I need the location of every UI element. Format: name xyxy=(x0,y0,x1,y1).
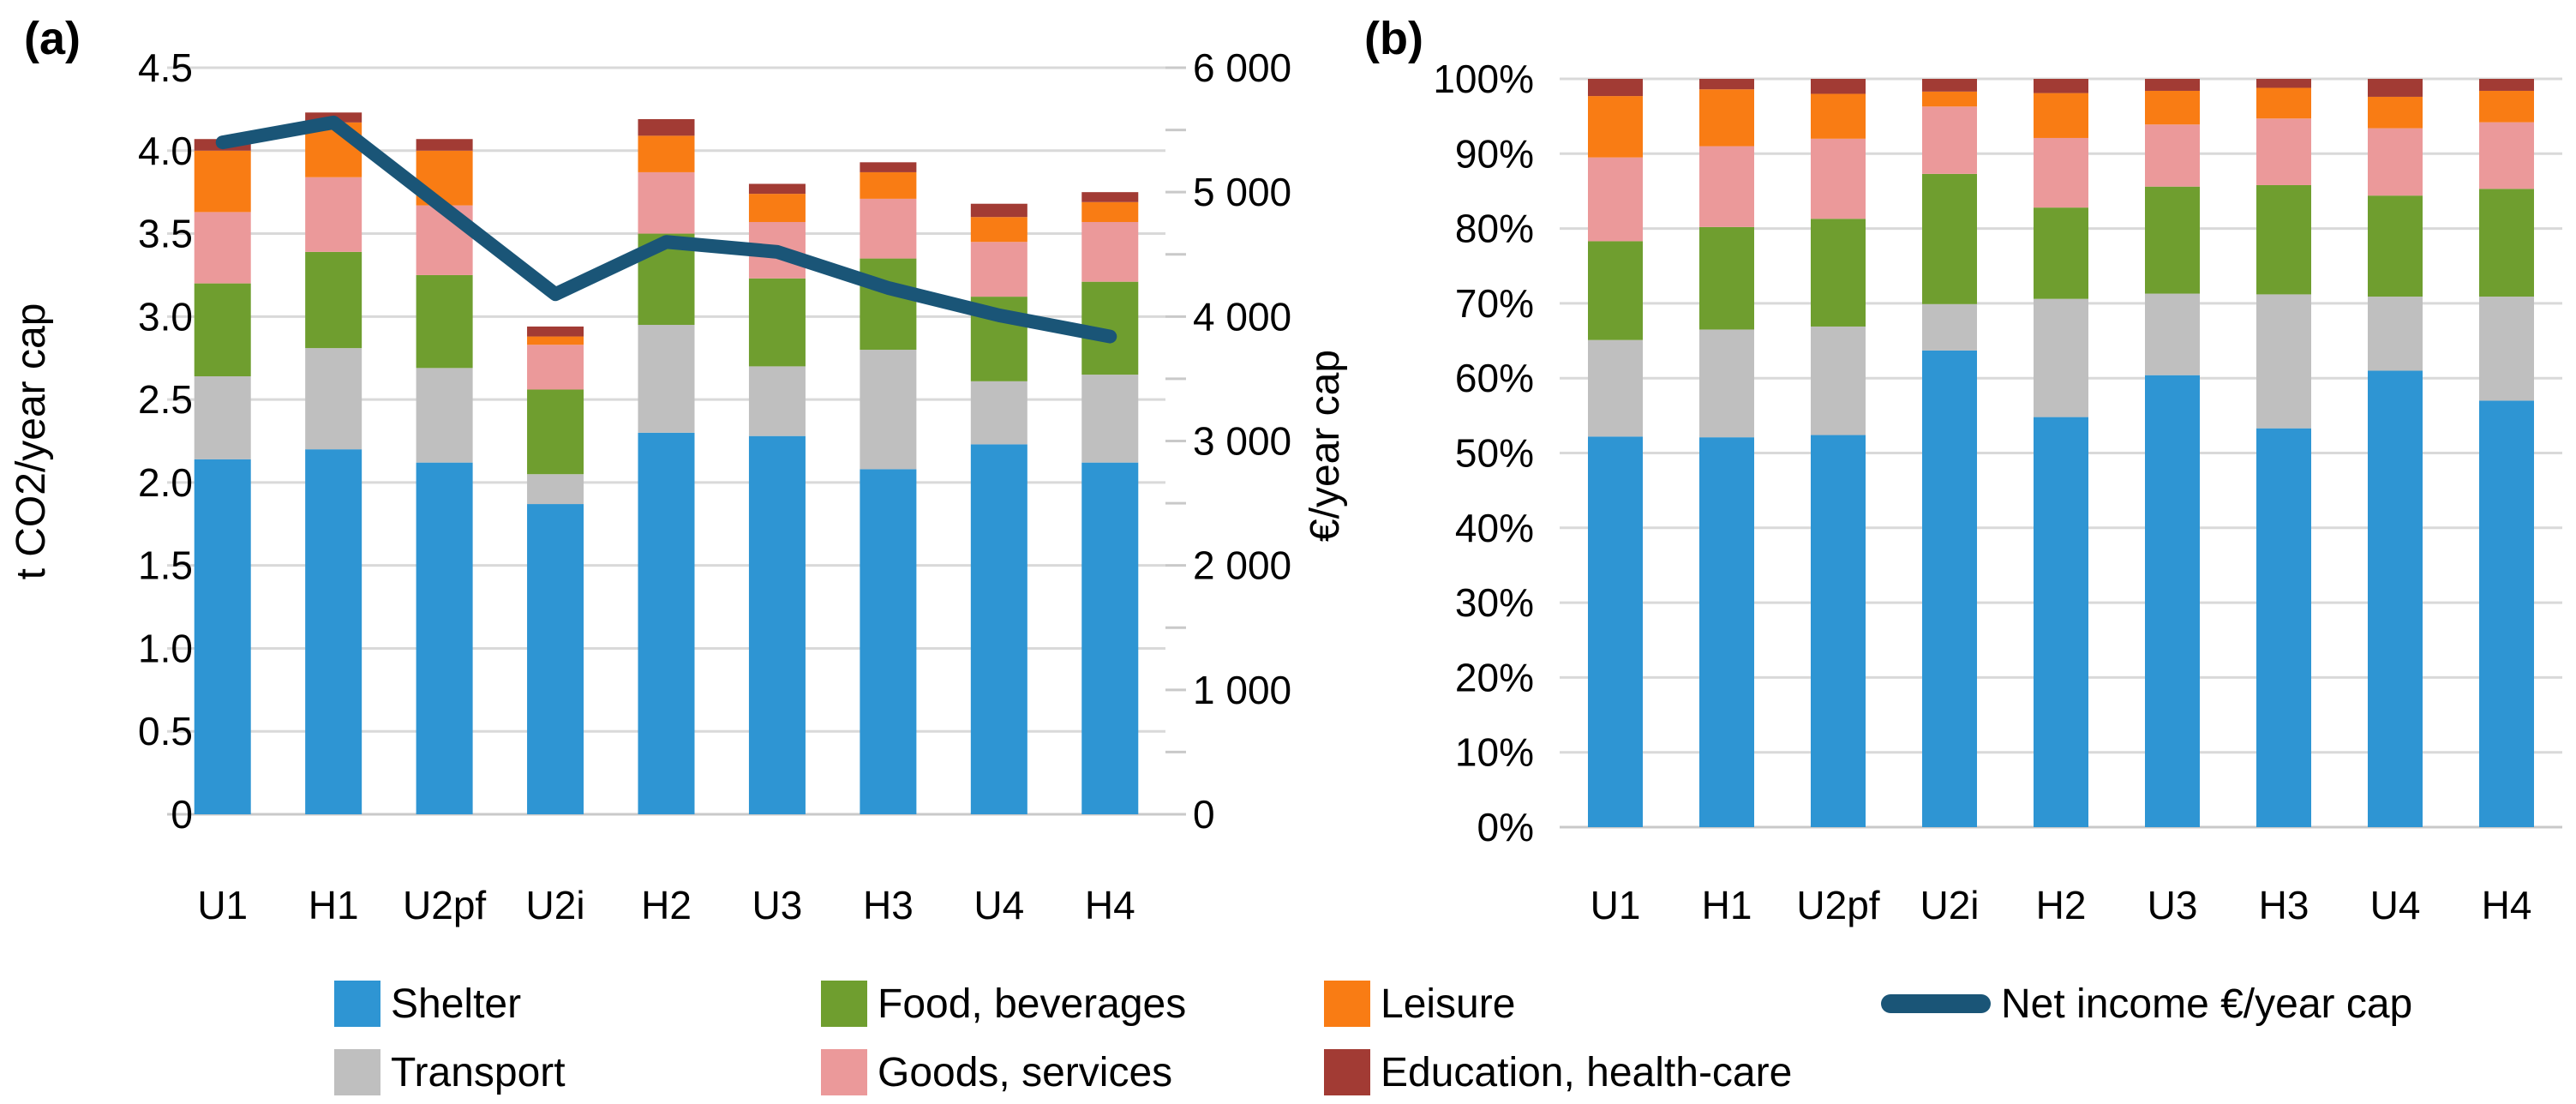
legend-label-goods: Goods, services xyxy=(878,1049,1173,1095)
y-axis-tick-label: 1.5 xyxy=(138,543,193,588)
bar-segment-leisure xyxy=(1081,201,1139,223)
bar-segment-shelter xyxy=(416,462,473,814)
bar-segment-leisure xyxy=(748,194,806,223)
bar-segment-goods xyxy=(970,242,1027,297)
bar-segment-leisure xyxy=(860,171,917,199)
bar-segment-transport xyxy=(638,325,695,433)
bar-segment-education xyxy=(527,326,584,337)
bar-segment-shelter xyxy=(1081,462,1139,814)
bar-segment-leisure xyxy=(194,150,251,213)
x-axis-tick-label: H3 xyxy=(863,883,914,927)
bar-segment-leisure xyxy=(638,135,695,172)
right-y-axis-tick-label: 1 000 xyxy=(1193,668,1291,712)
leisure-swatch-icon xyxy=(1324,981,1370,1027)
x-axis-tick-label: U2pf xyxy=(403,883,486,927)
legend-label-leisure: Leisure xyxy=(1381,981,1516,1027)
right-y-axis-title: €/year cap xyxy=(1303,350,1348,542)
net-income-line-icon xyxy=(1881,994,1991,1013)
bar-segment-food xyxy=(748,278,806,367)
legend-label-food: Food, beverages xyxy=(878,981,1187,1027)
bar-segment-goods xyxy=(1081,222,1139,282)
legend-item-shelter: Shelter xyxy=(334,980,521,1028)
right-y-axis-tick-label: 5 000 xyxy=(1193,170,1291,214)
legend-item-net-income: Net income €/year cap xyxy=(1881,980,2412,1028)
y-axis-tick-label: 4.5 xyxy=(138,45,193,90)
bar-segment-food xyxy=(305,251,362,349)
bar-segment-shelter xyxy=(860,469,917,814)
y-axis-tick-label: 3.5 xyxy=(138,212,193,256)
y-axis-tick-label: 2.5 xyxy=(138,377,193,422)
y-axis-tick-label: 2.0 xyxy=(138,460,193,505)
bar-segment-education xyxy=(416,139,473,151)
x-axis-tick-label: H2 xyxy=(641,883,692,927)
bar-segment-transport xyxy=(416,368,473,463)
legend-item-education: Education, health-care xyxy=(1324,1048,1792,1096)
bar-segment-leisure xyxy=(970,217,1027,243)
education-swatch-icon xyxy=(1324,1049,1370,1095)
bar-segment-transport xyxy=(748,366,806,436)
right-y-axis-tick-label: 2 000 xyxy=(1193,543,1291,588)
x-axis-tick-label: U1 xyxy=(197,883,248,927)
bar-segment-education xyxy=(1081,192,1139,202)
bar-segment-goods xyxy=(638,171,695,234)
bar-segment-transport xyxy=(970,381,1027,445)
legend-item-leisure: Leisure xyxy=(1324,980,1515,1028)
panel-b-label: (b) xyxy=(1364,13,1423,64)
legend-item-transport: Transport xyxy=(334,1048,566,1096)
net-income-line xyxy=(215,115,1117,344)
legend-label-transport: Transport xyxy=(391,1049,566,1095)
bar-segment-food xyxy=(194,283,251,377)
bar-segment-education xyxy=(748,183,806,195)
y-axis-tick-label: 0 xyxy=(171,792,193,837)
legend-item-food: Food, beverages xyxy=(821,980,1186,1028)
x-axis-tick-label: U4 xyxy=(973,883,1024,927)
legend-label-shelter: Shelter xyxy=(391,981,522,1027)
right-y-axis-tick-label: 4 000 xyxy=(1193,294,1291,339)
right-y-axis-tick-label: 6 000 xyxy=(1193,45,1291,90)
bar-segment-transport xyxy=(527,474,584,505)
bar-segment-shelter xyxy=(305,449,362,814)
panel-a-label: (a) xyxy=(24,13,81,64)
bar-segment-transport xyxy=(860,350,917,470)
shelter-swatch-icon xyxy=(334,981,380,1027)
bar-segment-food xyxy=(860,258,917,351)
legend-label-net-income: Net income €/year cap xyxy=(2001,981,2413,1027)
bar-segment-transport xyxy=(194,376,251,459)
legend-item-goods: Goods, services xyxy=(821,1048,1172,1096)
bar-segment-shelter xyxy=(194,459,251,814)
x-axis-tick-label: U2i xyxy=(526,883,585,927)
bar-segment-education xyxy=(860,162,917,172)
transport-swatch-icon xyxy=(334,1049,380,1095)
bar-segment-food xyxy=(416,274,473,369)
bar-segment-education xyxy=(970,203,1027,218)
bar-segment-food xyxy=(527,389,584,475)
bar-segment-goods xyxy=(527,345,584,390)
y-axis-tick-label: 3.0 xyxy=(138,294,193,339)
bar-segment-transport xyxy=(1081,375,1139,463)
bar-segment-goods xyxy=(860,198,917,259)
x-axis-tick-label: U3 xyxy=(752,883,803,927)
left-y-axis-title: t CO2/year cap xyxy=(9,303,54,580)
bar-segment-transport xyxy=(305,348,362,450)
bar-segment-shelter xyxy=(527,504,584,814)
x-axis-tick-label: H4 xyxy=(1085,883,1135,927)
bar-segment-goods xyxy=(194,212,251,284)
goods-swatch-icon xyxy=(821,1049,867,1095)
bar-segment-leisure xyxy=(527,336,584,345)
bar-segment-shelter xyxy=(638,432,695,814)
legend-label-education: Education, health-care xyxy=(1381,1049,1793,1095)
food-swatch-icon xyxy=(821,981,867,1027)
bar-segment-shelter xyxy=(748,435,806,814)
right-y-axis-tick-label: 0 xyxy=(1193,792,1215,837)
y-axis-tick-label: 4.0 xyxy=(138,129,193,173)
right-y-axis-tick-label: 3 000 xyxy=(1193,419,1291,464)
bar-segment-shelter xyxy=(970,444,1027,814)
y-axis-tick-label: 1.0 xyxy=(138,626,193,670)
y-axis-tick-label: 0.5 xyxy=(138,709,193,753)
bar-segment-education xyxy=(638,119,695,136)
bar-segment-goods xyxy=(305,177,362,252)
x-axis-tick-label: H1 xyxy=(309,883,359,927)
